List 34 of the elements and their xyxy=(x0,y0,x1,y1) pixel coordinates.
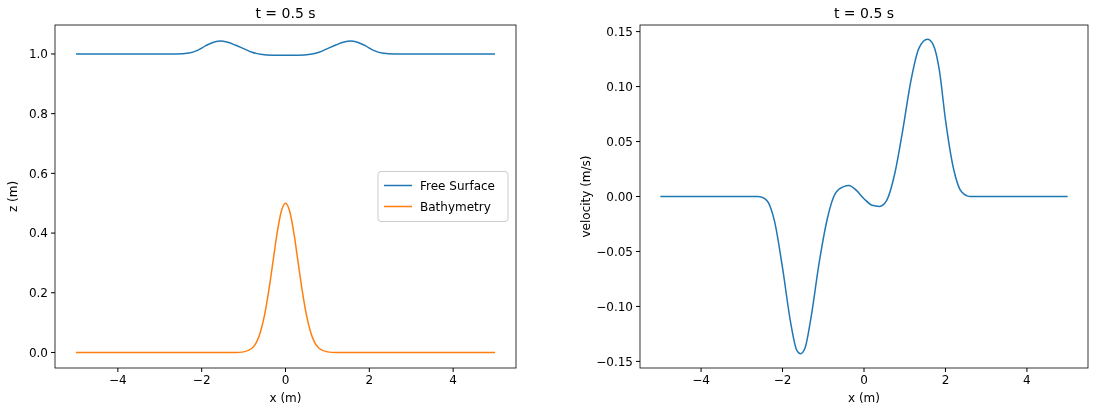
x-tick-label: 4 xyxy=(1023,373,1031,387)
legend-label: Free Surface xyxy=(420,178,495,193)
y-tick-label: 0.4 xyxy=(28,226,48,241)
y-axis-title: z (m) xyxy=(6,180,20,213)
x-tick-label: −4 xyxy=(692,373,710,387)
y-tick-label: 0.00 xyxy=(606,189,633,204)
chart-title: t = 0.5 s xyxy=(255,5,316,21)
chart-title: t = 0.5 s xyxy=(833,5,895,21)
y-tick-label: 0.8 xyxy=(28,106,48,121)
line-series xyxy=(75,40,496,56)
x-tick-label: 2 xyxy=(941,373,950,387)
y-axis-title: velocity (m/s) xyxy=(579,155,593,238)
x-axis-title: x (m) xyxy=(848,391,880,405)
x-tick-label: 2 xyxy=(365,373,374,387)
y-tick-label: 0.05 xyxy=(606,134,633,149)
x-axis-title: x (m) xyxy=(269,391,302,405)
x-tick-label: −2 xyxy=(192,373,211,387)
line-series xyxy=(659,38,1069,355)
y-tick-label: 0.2 xyxy=(28,285,48,300)
y-tick-label: −0.15 xyxy=(596,354,633,369)
x-tick-label: 4 xyxy=(449,373,457,387)
x-tick-label: 0 xyxy=(281,373,290,387)
x-tick-label: −4 xyxy=(109,373,127,387)
x-tick-label: −2 xyxy=(773,373,792,387)
y-tick-label: 1.0 xyxy=(28,47,48,62)
y-tick-label: −0.10 xyxy=(596,299,633,314)
y-tick-label: −0.05 xyxy=(596,244,633,259)
legend-label: Bathymetry xyxy=(420,199,491,214)
x-tick-label: 0 xyxy=(860,373,868,387)
line-series xyxy=(75,202,496,354)
y-tick-label: 0.6 xyxy=(28,166,48,181)
y-tick-label: 0.0 xyxy=(28,345,48,360)
y-tick-label: 0.15 xyxy=(606,24,633,39)
y-tick-label: 0.10 xyxy=(606,79,633,94)
